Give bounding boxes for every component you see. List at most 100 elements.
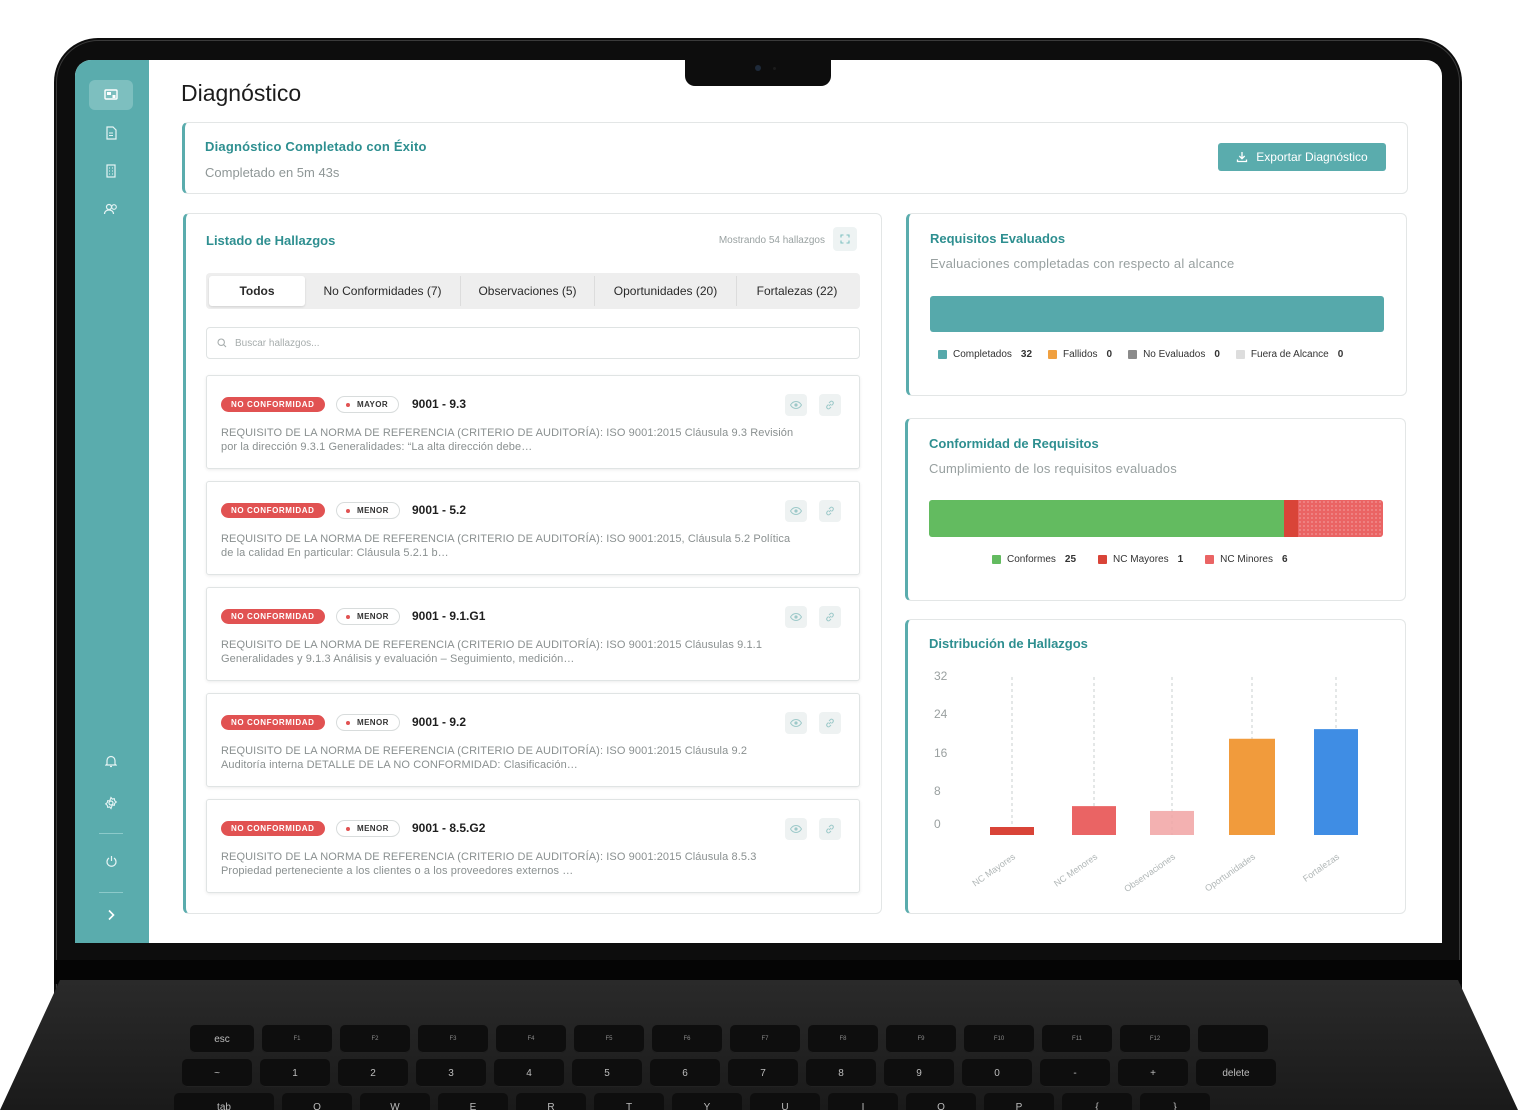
severity-badge: MENOR	[336, 714, 400, 731]
finding-card[interactable]: NO CONFORMIDAD MENOR 9001 - 5.2 REQUISIT…	[206, 481, 860, 575]
conformidad-subtitle: Cumplimiento de los requisitos evaluados	[929, 461, 1177, 476]
conformidad-stacked-bar	[929, 500, 1383, 537]
findings-tabs: Todos No Conformidades (7) Observaciones…	[206, 273, 860, 309]
severity-label: MENOR	[357, 718, 389, 727]
legend-label: Completados	[953, 349, 1012, 360]
legend-swatch	[1128, 350, 1138, 359]
legend-swatch	[938, 350, 947, 359]
view-eye-icon[interactable]	[785, 606, 807, 628]
y-tick-label: 0	[934, 817, 941, 831]
link-icon[interactable]	[819, 818, 841, 840]
building-icon[interactable]	[89, 156, 133, 186]
description-line: Auditoría interna DETALLE DE LA NO CONFO…	[221, 759, 578, 771]
x-tick-label: NC Menores	[1052, 851, 1100, 888]
nc-badge: NO CONFORMIDAD	[221, 609, 325, 624]
severity-label: MENOR	[357, 506, 389, 515]
link-icon[interactable]	[819, 606, 841, 628]
requisitos-card: Requisitos Evaluados Evaluaciones comple…	[906, 213, 1407, 396]
severity-dot	[346, 826, 350, 831]
download-icon	[1237, 152, 1248, 163]
power-icon[interactable]	[89, 846, 133, 876]
legend-item: NC Minores 6	[1205, 554, 1288, 565]
link-icon[interactable]	[819, 500, 841, 522]
finding-card[interactable]: NO CONFORMIDAD MENOR 9001 - 9.1.G1 REQUI…	[206, 587, 860, 681]
notifications-icon[interactable]	[89, 746, 133, 776]
description-line: REQUISITO DE LA NORMA DE REFERENCIA (CRI…	[221, 427, 794, 439]
legend-swatch	[1235, 350, 1245, 359]
legend-item: Fallidos 0	[1048, 349, 1112, 360]
finding-code: 9001 - 5.2	[412, 503, 467, 517]
nc-badge: NO CONFORMIDAD	[221, 397, 325, 412]
requisitos-bar	[930, 296, 1384, 332]
legend-value: 6	[1281, 554, 1288, 565]
finding-card[interactable]: NO CONFORMIDAD MENOR 9001 - 8.5.G2 REQUI…	[206, 799, 860, 893]
finding-description: REQUISITO DE LA NORMA DE REFERENCIA (CRI…	[221, 426, 851, 454]
chevron-right-icon[interactable]	[89, 900, 133, 930]
bar-nc-mayores	[990, 827, 1034, 835]
legend-value: 0	[1337, 349, 1344, 360]
severity-dot	[346, 720, 350, 725]
description-line: Generalidades y 9.1.3 Análisis y evaluac…	[221, 653, 575, 665]
description-line: REQUISITO DE LA NORMA DE REFERENCIA (CRI…	[221, 851, 757, 863]
tab-observaciones[interactable]: Observaciones (5)	[461, 276, 595, 306]
description-line: REQUISITO DE LA NORMA DE REFERENCIA (CRI…	[221, 745, 748, 757]
link-icon[interactable]	[819, 394, 841, 416]
bar-observaciones	[1150, 810, 1194, 835]
tab-no-conformidades[interactable]: No Conformidades (7)	[305, 276, 461, 306]
nc-badge: NO CONFORMIDAD	[221, 715, 325, 730]
legend-label: NC Mayores	[1113, 554, 1169, 565]
stack-segment-nc-minores	[1297, 500, 1383, 537]
finding-card[interactable]: NO CONFORMIDAD MAYOR 9001 - 9.3 REQUISIT…	[206, 375, 860, 469]
finding-description: REQUISITO DE LA NORMA DE REFERENCIA (CRI…	[221, 532, 851, 560]
view-eye-icon[interactable]	[785, 500, 807, 522]
y-tick-label: 8	[934, 784, 941, 798]
legend-label: No Evaluados	[1143, 349, 1206, 360]
finding-description: REQUISITO DE LA NORMA DE REFERENCIA (CRI…	[221, 744, 851, 772]
expand-icon[interactable]	[833, 227, 857, 251]
tab-todos[interactable]: Todos	[209, 276, 305, 306]
legend-item: No Evaluados 0	[1128, 349, 1220, 360]
conformidad-card: Conformidad de Requisitos Cumplimiento d…	[905, 418, 1406, 601]
distribucion-chart: 0 8 16 24 32 NC Mayores NC Menores Observacione…	[934, 669, 1358, 894]
export-button[interactable]: Exportar Diagnóstico	[1218, 143, 1386, 171]
stack-segment-nc-mayores	[1283, 500, 1298, 537]
severity-badge: MENOR	[336, 820, 400, 837]
camera-indicator	[773, 67, 776, 70]
banner-subtitle: Completado en 5m 43s	[205, 165, 340, 180]
severity-dot	[346, 614, 350, 619]
dashboard-icon[interactable]	[89, 80, 133, 110]
distribucion-card: Distribución de Hallazgos 0 8 16 24 32 NC May…	[905, 619, 1406, 914]
finding-description: REQUISITO DE LA NORMA DE REFERENCIA (CRI…	[221, 638, 851, 666]
nc-badge: NO CONFORMIDAD	[221, 503, 325, 518]
tab-fortalezas[interactable]: Fortalezas (22)	[756, 284, 838, 298]
y-tick-label: 32	[934, 669, 948, 683]
conformidad-legend: Conformes 25 NC Mayores 1 NC Minores 6	[992, 554, 1288, 565]
severity-badge: MENOR	[336, 502, 400, 519]
view-eye-icon[interactable]	[785, 818, 807, 840]
settings-icon[interactable]	[89, 788, 133, 818]
users-icon[interactable]	[89, 194, 133, 224]
camera-icon	[755, 65, 761, 71]
legend-item: Conformes 25	[992, 554, 1076, 565]
link-icon[interactable]	[819, 712, 841, 734]
x-tick-label: Observaciones	[1122, 851, 1177, 894]
view-eye-icon[interactable]	[785, 394, 807, 416]
completion-banner: Diagnóstico Completado con Éxito Complet…	[182, 122, 1408, 194]
x-tick-label: Fortalezas	[1301, 851, 1342, 884]
finding-code: 9001 - 8.5.G2	[412, 821, 486, 835]
x-tick-label: Oportunidades	[1203, 851, 1258, 893]
description-line: Propiedad perteneciente a los clientes o…	[221, 865, 574, 877]
stack-segment-conformes	[929, 500, 1284, 537]
bar-fortalezas	[1314, 729, 1358, 835]
finding-card[interactable]: NO CONFORMIDAD MENOR 9001 - 9.2 REQUISIT…	[206, 693, 860, 787]
bar-oportunidades	[1229, 738, 1275, 835]
laptop-keyboard: esc F1 F2 F3 F4 F5 F6 F7 F8 F9 F10 F11 F…	[0, 980, 1518, 1110]
x-tick-label: NC Mayores	[970, 851, 1017, 888]
view-eye-icon[interactable]	[785, 712, 807, 734]
camera-notch	[685, 60, 831, 86]
documents-icon[interactable]	[89, 118, 133, 148]
tab-oportunidades[interactable]: Oportunidades (20)	[595, 276, 737, 306]
search-input[interactable]	[235, 337, 795, 349]
finding-code: 9001 - 9.1.G1	[412, 609, 486, 623]
legend-swatch	[1098, 555, 1108, 564]
